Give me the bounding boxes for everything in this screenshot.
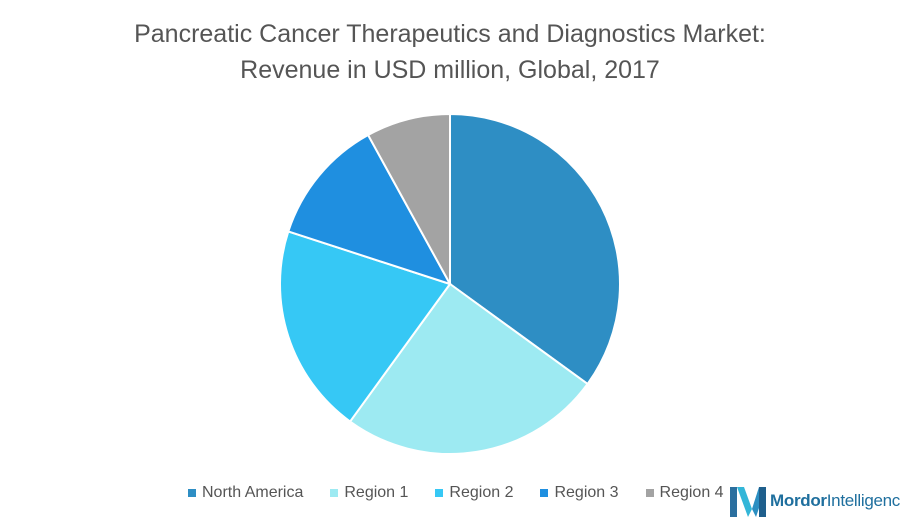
pie-slice-region-2 xyxy=(279,230,452,423)
legend-label: North America xyxy=(202,484,304,501)
chart-legend: North America Region 1 Region 2 Region 3… xyxy=(188,484,751,502)
legend-swatch xyxy=(435,489,444,497)
legend-item-region-1: Region 1 xyxy=(330,484,408,502)
legend-swatch xyxy=(330,489,339,497)
legend-label: Region 2 xyxy=(449,484,514,501)
legend-label: Region 4 xyxy=(659,484,724,501)
legend-item-region-2: Region 2 xyxy=(435,484,513,502)
chart-title-line-2: Revenue in USD million, Global, 2017 xyxy=(240,56,660,84)
logo-mark-icon xyxy=(730,487,766,517)
chart-title: Pancreatic Cancer Therapeutics and Diagn… xyxy=(0,16,900,88)
legend-label: Region 1 xyxy=(344,484,409,501)
pie-chart xyxy=(279,112,621,455)
chart-title-line-1: Pancreatic Cancer Therapeutics and Diagn… xyxy=(134,20,766,48)
pie-slice-region-4 xyxy=(366,112,451,285)
legend-swatch xyxy=(188,489,196,497)
legend-swatch xyxy=(540,489,549,497)
legend-item-region-3: Region 3 xyxy=(540,484,619,502)
legend-swatch xyxy=(645,489,654,497)
logo-text: MordorIntelligence xyxy=(770,491,900,510)
legend-item-north-america: North America xyxy=(188,484,303,502)
legend-item-region-4: Region 4 xyxy=(645,484,724,502)
pie-slice-region-1 xyxy=(348,282,589,455)
mordor-intelligence-logo: MordorIntelligence xyxy=(730,483,900,519)
legend-label: Region 3 xyxy=(554,484,619,501)
pie-slice-region-3 xyxy=(287,133,453,286)
pie-slice-north-america xyxy=(449,112,621,386)
